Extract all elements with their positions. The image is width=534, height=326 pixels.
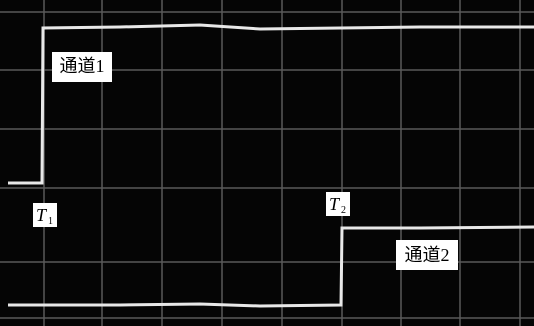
t1-subscript: 1 (48, 216, 53, 227)
t2-subscript: 2 (341, 205, 346, 216)
page: 通道1 T 1 T 2 通道2 (() => { const data = JS… (0, 0, 534, 326)
oscilloscope-screen: 通道1 T 1 T 2 通道2 (0, 0, 534, 326)
channel1-label: 通道1 (60, 56, 105, 76)
channel2-label: 通道2 (405, 245, 450, 265)
screen-background (0, 0, 534, 326)
